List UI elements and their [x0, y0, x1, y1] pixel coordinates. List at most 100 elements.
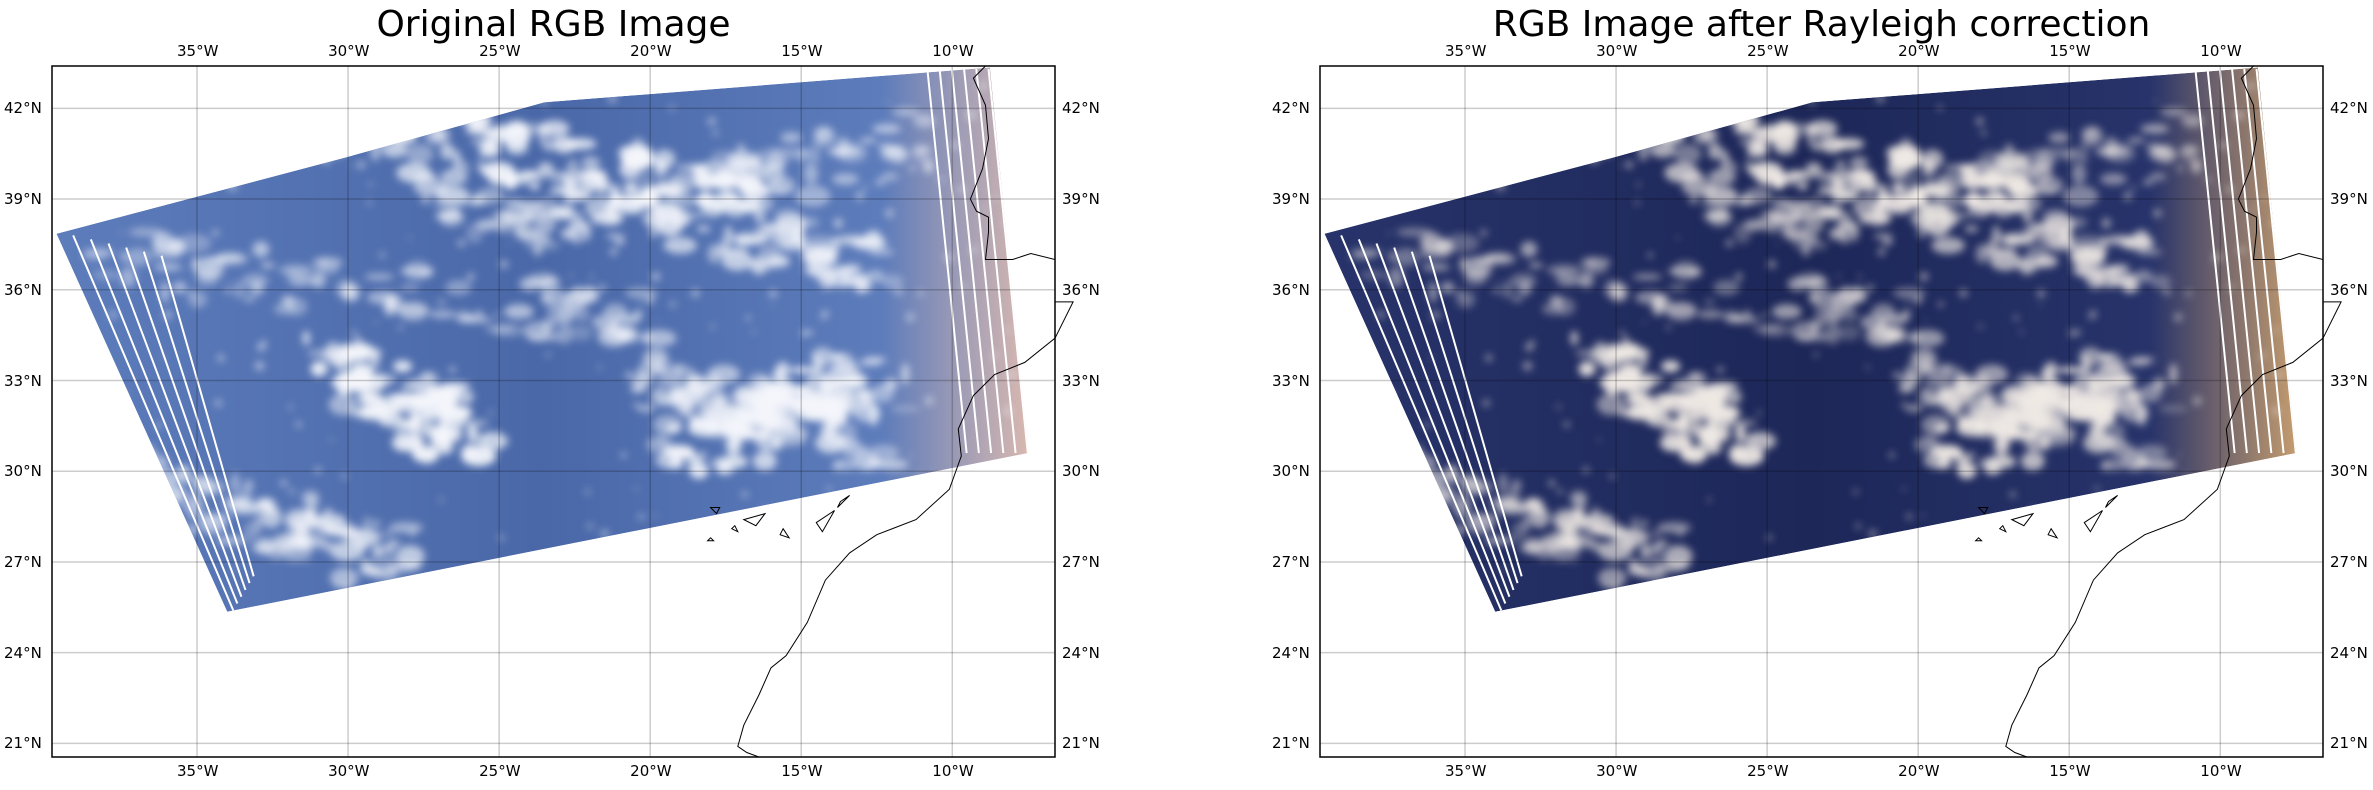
- cloud: [175, 233, 212, 253]
- cloud: [364, 273, 395, 281]
- cloud: [2031, 445, 2037, 451]
- cloud: [724, 174, 745, 182]
- cloud: [1746, 165, 1753, 171]
- cloud: [2127, 137, 2145, 144]
- cloud: [862, 185, 868, 191]
- cloud: [1677, 562, 1690, 569]
- cloud: [283, 508, 315, 531]
- cloud: [1440, 281, 1455, 294]
- cloud: [723, 191, 739, 203]
- cloud: [156, 239, 164, 248]
- cloud: [2027, 186, 2060, 196]
- lon-tick-label-bottom: 35°W: [177, 762, 219, 780]
- cloud: [658, 438, 665, 445]
- cloud: [351, 330, 357, 336]
- cloud: [439, 497, 444, 502]
- cloud: [589, 274, 594, 279]
- cloud: [460, 443, 479, 461]
- cloud: [707, 117, 716, 126]
- lat-tick-label-left: 33°N: [1272, 371, 1310, 390]
- cloud: [1386, 485, 1395, 494]
- cloud: [393, 425, 406, 436]
- lon-tick-label-bottom: 20°W: [630, 762, 672, 780]
- cloud: [391, 393, 426, 403]
- cloud: [379, 579, 411, 601]
- cloud: [306, 561, 310, 565]
- cloud: [1631, 365, 1642, 376]
- cloud: [278, 264, 314, 277]
- cloud: [866, 269, 885, 283]
- cloud: [1536, 544, 1552, 561]
- cloud: [499, 259, 509, 269]
- island-outline: [837, 494, 850, 508]
- lat-tick-label-right: 39°N: [2330, 190, 2368, 209]
- cloud: [280, 479, 288, 487]
- cloud: [772, 454, 776, 458]
- cloud: [478, 103, 483, 108]
- cloud: [1731, 394, 1739, 402]
- cloud: [557, 323, 572, 345]
- cloud: [1813, 352, 1819, 358]
- cloud: [2184, 473, 2189, 477]
- cloud: [807, 329, 814, 336]
- cloud: [1824, 305, 1842, 326]
- cloud: [1674, 143, 1702, 165]
- cloud: [1556, 140, 1564, 147]
- cloud: [754, 214, 763, 221]
- scan-gap-line: [963, 68, 1005, 454]
- cloud: [320, 258, 327, 265]
- cloud: [541, 292, 552, 303]
- cloud: [1877, 320, 1887, 329]
- cloud: [1746, 103, 1751, 108]
- cloud: [1857, 274, 1862, 279]
- cloud: [1677, 529, 1685, 537]
- cloud: [232, 280, 246, 299]
- cloud: [715, 462, 734, 475]
- cloud: [1618, 165, 1621, 168]
- cloud: [791, 385, 811, 395]
- cloud: [1589, 154, 1599, 165]
- cloud: [787, 366, 824, 374]
- cloud: [649, 200, 678, 218]
- cloud: [1762, 312, 1768, 319]
- cloud: [864, 230, 883, 247]
- cloud: [811, 358, 817, 363]
- cloud: [826, 486, 832, 492]
- cloud: [1435, 520, 1452, 533]
- cloud: [232, 500, 252, 513]
- cloud: [2088, 310, 2097, 319]
- cloud: [1690, 372, 1701, 379]
- lon-tick-label-top: 15°W: [781, 42, 823, 60]
- cloud: [810, 346, 834, 367]
- cloud: [79, 549, 87, 556]
- cloud: [2104, 422, 2126, 440]
- cloud: [350, 165, 353, 168]
- cloud: [1556, 404, 1561, 410]
- cloud: [1787, 231, 1819, 242]
- cloud: [691, 288, 700, 298]
- cloud: [1767, 259, 1777, 269]
- cloud: [775, 215, 808, 232]
- lon-tick-label-bottom: 25°W: [479, 762, 521, 780]
- cloud: [570, 548, 579, 558]
- cloud: [651, 271, 661, 282]
- cloud: [1807, 170, 1832, 179]
- cloud: [1838, 548, 1847, 558]
- cloud: [412, 379, 418, 384]
- cloud: [1343, 606, 1347, 610]
- cloud: [696, 164, 709, 185]
- cloud: [1776, 242, 1779, 246]
- cloud: [1660, 307, 1663, 311]
- cloud: [146, 444, 156, 461]
- cloud: [2261, 289, 2264, 292]
- cloud: [1651, 530, 1663, 538]
- cloud: [2139, 384, 2162, 403]
- cloud: [381, 142, 408, 158]
- lon-tick-label-bottom: 25°W: [1747, 762, 1789, 780]
- cloud: [377, 132, 396, 141]
- cloud: [1980, 206, 1992, 214]
- cloud: [820, 377, 832, 392]
- cloud: [2272, 407, 2281, 416]
- cloud: [1624, 373, 1638, 388]
- lat-tick-label-left: 42°N: [4, 99, 42, 118]
